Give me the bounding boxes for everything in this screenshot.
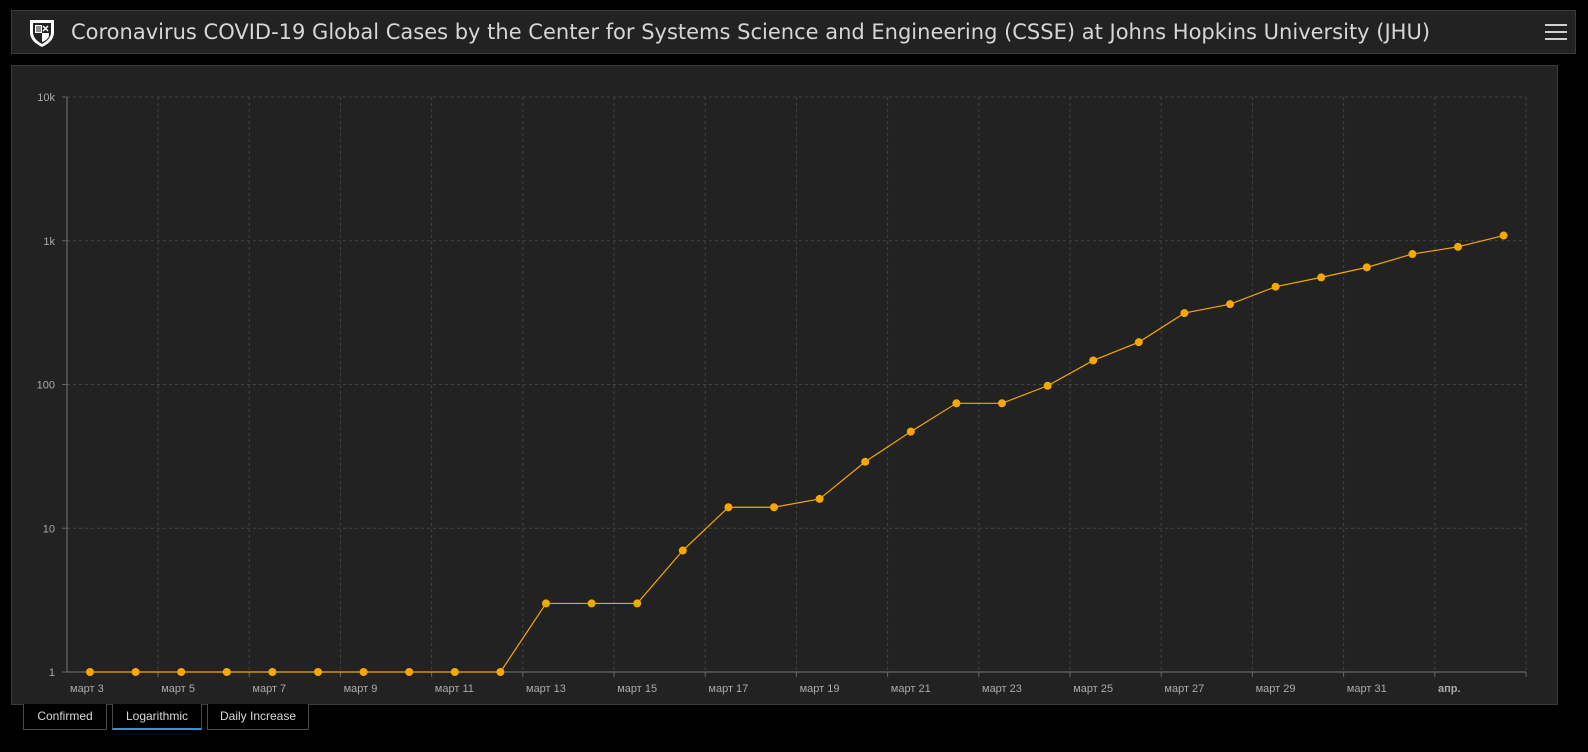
x-tick-label: март 21 — [891, 683, 931, 695]
data-point — [861, 457, 870, 466]
x-tick-label: март 3 — [70, 683, 104, 695]
data-point — [1408, 250, 1417, 259]
x-tick-label: март 11 — [435, 683, 474, 695]
series-line — [90, 234, 1504, 673]
hamburger-menu-icon[interactable] — [1545, 21, 1567, 43]
data-point — [906, 427, 915, 436]
x-tick-label: март 23 — [982, 683, 1022, 695]
app-header: Coronavirus COVID-19 Global Cases by the… — [11, 10, 1576, 54]
data-point — [1134, 338, 1143, 347]
data-point — [1043, 381, 1052, 390]
data-point — [1317, 273, 1326, 282]
tab-confirmed[interactable]: Confirmed — [23, 704, 107, 730]
data-point — [268, 668, 277, 676]
data-point — [1499, 231, 1508, 240]
x-tick-label: март 7 — [252, 683, 286, 695]
x-tick-label: март 27 — [1164, 683, 1204, 695]
data-point — [952, 399, 961, 408]
x-axis-ticks: март 3 март 5 март 7 март 9 март 11 март 13 ма… — [70, 672, 1527, 695]
chart-grid — [67, 96, 1527, 672]
data-point — [1089, 356, 1098, 365]
data-point — [359, 668, 368, 676]
x-tick-label: апр. — [1438, 683, 1461, 695]
data-point — [587, 599, 596, 608]
data-point — [405, 668, 414, 676]
y-tick-label: 10 — [43, 523, 55, 535]
chart-panel: 1 10 100 1k 10k март 3 март 5 март 7 март 9 март… — [11, 65, 1558, 705]
y-tick-label: 10k — [37, 92, 55, 104]
data-point — [724, 503, 733, 512]
data-point — [222, 668, 231, 676]
data-point — [496, 668, 505, 676]
data-point — [1226, 300, 1234, 309]
data-point — [1180, 309, 1189, 318]
data-point — [1362, 263, 1371, 272]
data-point — [678, 546, 687, 555]
x-tick-label: март 9 — [344, 683, 378, 695]
y-tick-label: 1k — [43, 236, 55, 248]
x-tick-label: март 5 — [161, 683, 195, 695]
x-tick-label: март 15 — [617, 683, 657, 695]
x-tick-label: март 29 — [1256, 683, 1296, 695]
data-point — [131, 668, 140, 676]
data-point — [177, 668, 186, 676]
data-point — [998, 399, 1006, 408]
data-point — [314, 668, 322, 676]
series-confirmed-log — [86, 231, 1508, 676]
university-shield-icon — [30, 20, 54, 47]
x-tick-label: март 31 — [1347, 683, 1387, 695]
y-axis-ticks: 1 10 100 1k 10k — [37, 92, 67, 679]
y-tick-label: 100 — [37, 380, 55, 392]
data-point — [450, 668, 459, 676]
data-point — [542, 599, 550, 608]
data-point — [86, 668, 94, 676]
data-point — [770, 503, 778, 512]
x-tick-label: март 25 — [1073, 683, 1113, 695]
data-point — [815, 494, 824, 503]
x-tick-label: март 17 — [708, 683, 748, 695]
data-point — [1454, 242, 1462, 251]
tab-logarithmic[interactable]: Logarithmic — [112, 704, 202, 730]
tab-daily-increase[interactable]: Daily Increase — [207, 704, 309, 730]
page-title: Coronavirus COVID-19 Global Cases by the… — [71, 20, 1431, 44]
data-point — [633, 599, 642, 608]
x-tick-label: март 19 — [800, 683, 840, 695]
x-tick-label: март 13 — [526, 683, 566, 695]
y-tick-label: 1 — [49, 667, 55, 679]
data-point — [1271, 282, 1280, 291]
